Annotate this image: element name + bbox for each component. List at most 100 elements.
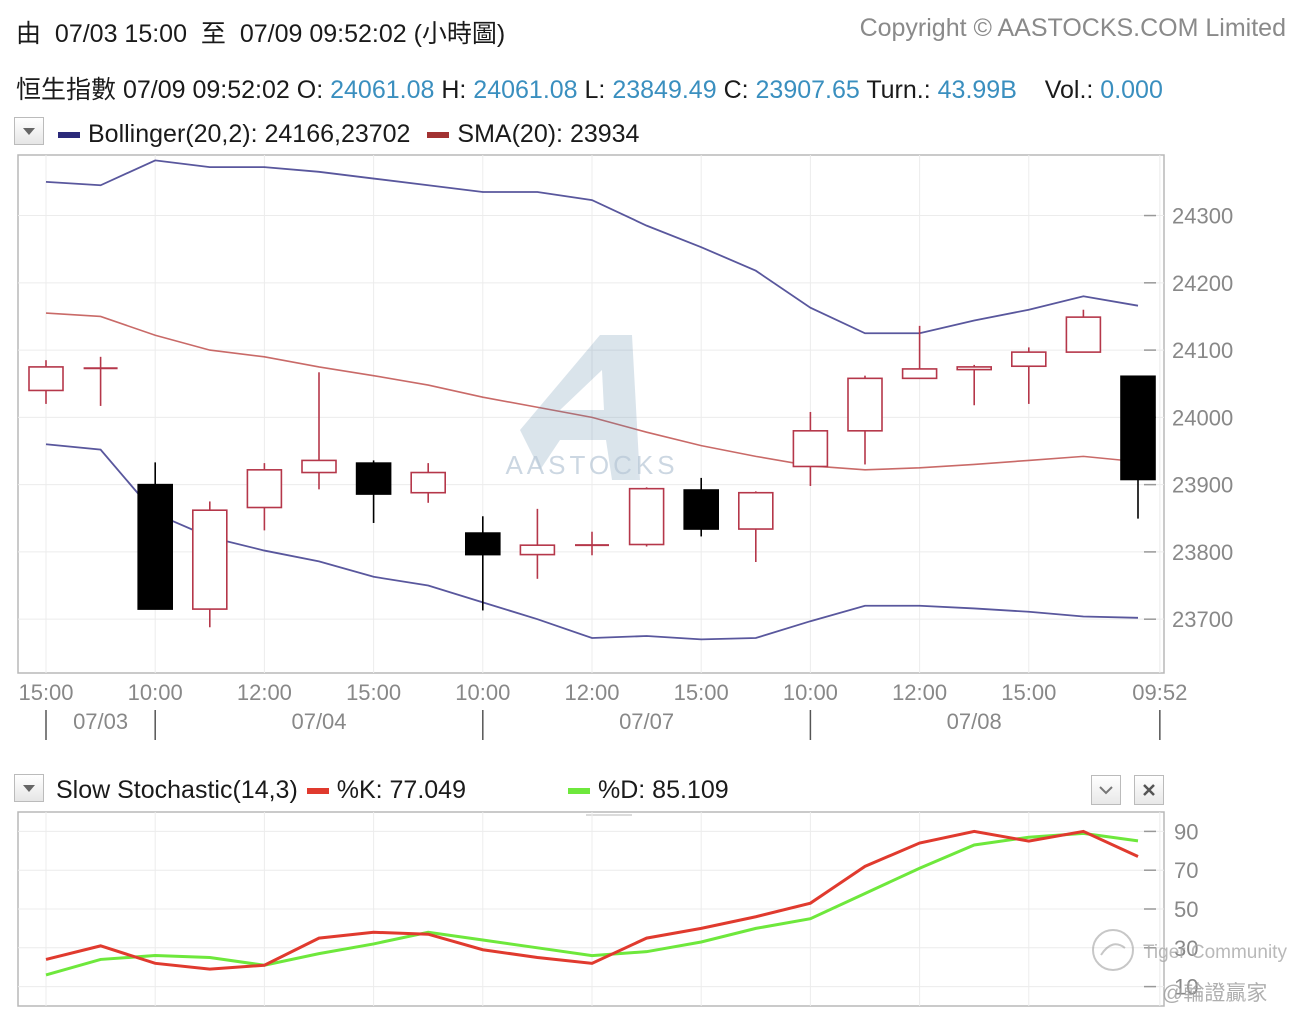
main-price-chart: 15:00 10:00 12:00 15:00 10:00 12:00 15:00 10:00… xyxy=(17,154,1233,740)
turnover-value: 43.99B xyxy=(937,76,1017,104)
quote-time: 07/09 09:52:02 xyxy=(122,76,290,104)
from-value: 07/03 15:00 xyxy=(54,20,187,48)
tiger-community-icon xyxy=(1092,929,1134,971)
close-panel-button[interactable] xyxy=(1134,775,1164,805)
candle-body xyxy=(956,366,993,371)
stoch-y-tick-label: 70 xyxy=(1174,858,1198,883)
sma-swatch-icon xyxy=(427,132,450,139)
high-label: H: xyxy=(441,76,467,104)
main-x-tick-label: 10:00 xyxy=(783,680,838,705)
stochastic-chart: 10 30 50 70 90 xyxy=(17,811,1198,1007)
candle-body xyxy=(301,459,337,474)
copyright: Copyright © AASTOCKS.COM Limited xyxy=(859,14,1286,42)
candle-body xyxy=(464,532,501,556)
stoch-y-tick-label: 50 xyxy=(1174,897,1198,922)
candle-body xyxy=(683,489,720,530)
sma-line xyxy=(45,312,1139,471)
candle-body xyxy=(192,509,228,610)
stoch-title: Slow Stochastic(14,3) xyxy=(56,776,298,804)
main-x-tick-label: 15:00 xyxy=(346,680,401,705)
close-value: 23907.65 xyxy=(755,76,860,104)
date-label: 07/03 xyxy=(73,709,128,734)
d-swatch-icon xyxy=(568,788,590,795)
candle-body xyxy=(1120,375,1156,481)
open-value: 24061.08 xyxy=(330,76,435,104)
stoch-k-line xyxy=(45,829,1139,971)
main-x-tick-label: 15:00 xyxy=(1001,680,1056,705)
high-value: 24061.08 xyxy=(473,76,578,104)
candle-body xyxy=(519,544,556,556)
bollinger-upper-line xyxy=(45,159,1139,335)
volume-value: 0.000 xyxy=(1100,76,1163,104)
bollinger-legend: Bollinger(20,2): 24166,23702 xyxy=(88,120,411,148)
date-label: 07/08 xyxy=(947,709,1002,734)
stoch-y-tick-label: 10 xyxy=(1174,975,1198,1000)
stoch-panel-dropdown-button[interactable] xyxy=(14,774,44,802)
quote-bar: 恒生指數 07/09 09:52:02 O: 24061.08 H: 24061… xyxy=(16,70,1163,106)
stoch-d-legend-wrap: %D: 85.109 xyxy=(566,776,729,805)
main-y-tick-label: 23700 xyxy=(1172,607,1233,632)
collapse-panel-button[interactable] xyxy=(1091,775,1121,805)
candle-body xyxy=(246,469,283,509)
to-label: 至 xyxy=(200,20,226,48)
index-name: 恒生指數 xyxy=(16,76,117,104)
candle-body xyxy=(901,368,938,380)
candle-body xyxy=(737,491,774,530)
close-label: C: xyxy=(723,76,749,104)
stoch-y-tick-label: 30 xyxy=(1174,936,1198,961)
main-y-tick-label: 24000 xyxy=(1172,405,1233,430)
main-y-tick-label: 24300 xyxy=(1172,204,1233,229)
main-x-tick-label: 15:00 xyxy=(18,680,73,705)
main-y-tick-label: 23900 xyxy=(1172,473,1233,498)
close-icon xyxy=(1143,784,1155,796)
candle-body xyxy=(628,487,665,546)
handle-text: @輪證贏家 xyxy=(1162,982,1267,1005)
main-legend: Bollinger(20,2): 24166,23702 SMA(20): 23… xyxy=(56,120,639,149)
main-y-tick-label: 24200 xyxy=(1172,271,1233,296)
open-label: O: xyxy=(296,76,324,104)
main-y-tick-label: 23800 xyxy=(1172,540,1233,565)
date-label: 07/07 xyxy=(619,709,674,734)
turnover-label: Turn.: xyxy=(866,76,931,104)
sma-legend: SMA(20): 23934 xyxy=(457,120,640,148)
main-x-tick-label: 09:52 xyxy=(1132,680,1187,705)
candle-body xyxy=(792,430,829,468)
candle-body xyxy=(1010,351,1047,368)
candle-body xyxy=(410,471,447,494)
main-x-tick-label: 15:00 xyxy=(674,680,729,705)
from-label: 由 xyxy=(16,20,42,48)
aastocks-logo xyxy=(520,335,640,480)
stoch-legend: Slow Stochastic(14,3) %K: 77.049 xyxy=(56,776,466,805)
stoch-y-tick-label: 90 xyxy=(1174,819,1198,844)
chevron-down-icon xyxy=(1099,786,1113,795)
date-range: 由 07/03 15:00 至 07/09 09:52:02 (小時圖) xyxy=(16,14,505,50)
low-value: 23849.49 xyxy=(612,76,717,104)
bollinger-swatch-icon xyxy=(58,132,80,139)
main-y-tick-label: 24100 xyxy=(1172,338,1233,363)
candle-body xyxy=(847,377,883,432)
tiger-community-text: Tiger Community xyxy=(1143,942,1287,963)
candle-body xyxy=(28,366,64,392)
main-panel-dropdown-button[interactable] xyxy=(14,117,44,145)
chart-kind: (小時圖) xyxy=(413,20,506,48)
d-legend: %D: 85.109 xyxy=(598,776,729,804)
main-x-tick-label: 12:00 xyxy=(892,680,947,705)
to-value: 07/09 09:52:02 xyxy=(239,20,407,48)
candle-body xyxy=(355,462,392,495)
aastocks-logo-text: AASTOCKS xyxy=(505,450,678,480)
main-x-tick-label: 10:00 xyxy=(455,680,510,705)
k-legend: %K: 77.049 xyxy=(336,776,466,804)
volume-label: Vol.: xyxy=(1044,76,1094,104)
k-swatch-icon xyxy=(306,788,329,795)
candle-body xyxy=(137,483,173,610)
main-x-tick-label: 10:00 xyxy=(128,680,183,705)
watermarks: AASTOCKS Tiger Community @輪證贏家 xyxy=(505,335,1287,1005)
date-label: 07/04 xyxy=(291,709,346,734)
candle-body xyxy=(1065,316,1102,353)
main-x-tick-label: 12:00 xyxy=(564,680,619,705)
bollinger-lower-line xyxy=(45,443,1139,641)
low-label: L: xyxy=(584,76,606,104)
stoch-d-line xyxy=(45,831,1139,977)
main-x-tick-label: 12:00 xyxy=(237,680,292,705)
